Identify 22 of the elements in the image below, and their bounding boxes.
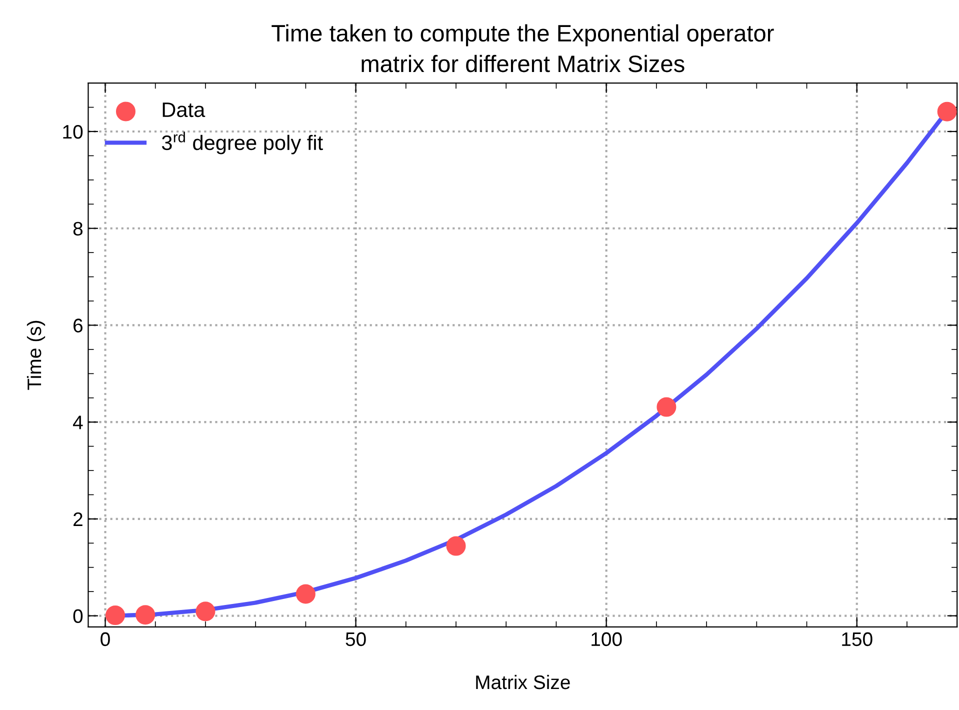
legend-label: 3$^{rd}$ degree poly fit [162,132,323,154]
y-tick-label: 8 [73,222,83,236]
x-tick-label: 100 [592,632,622,646]
x-tick-label: 0 [100,632,110,646]
x-tick-label: 150 [842,632,872,646]
point [937,102,957,122]
y-axis-title: Time (s) [26,320,46,390]
x-axis-title: Matrix Size [476,674,570,690]
chart-title: Time taken to compute the Exponential operator matrix for different Matrix Sizes [272,24,774,72]
y-tick-label: 0 [73,609,83,624]
point [196,602,216,622]
point [296,584,316,604]
y-tick-label: 2 [74,512,82,526]
y-tick-label: 6 [74,318,83,332]
x-tick-label: 50 [346,632,366,646]
point [446,536,466,556]
point [106,606,126,626]
legend-label: Data [162,102,206,118]
point [136,605,156,625]
y-tick-label: 4 [73,416,83,430]
y-tick-label: 10 [63,124,83,139]
point [656,397,676,417]
